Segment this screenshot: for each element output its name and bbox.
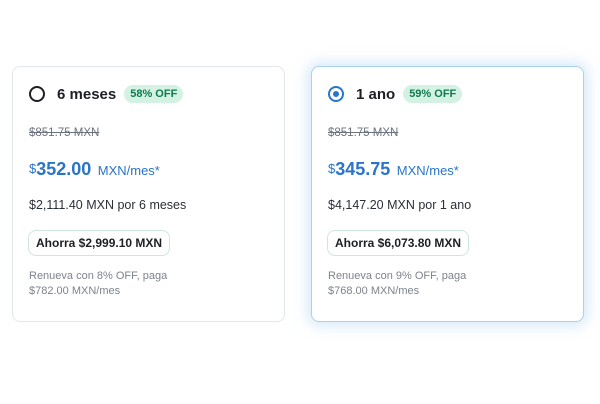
renewal-line-1: Renueva con 9% OFF, paga (328, 270, 467, 282)
renewal-line-1: Renueva con 8% OFF, paga (29, 270, 168, 282)
total-price: $2,111.40 MXN por 6 meses (29, 198, 187, 212)
renewal-info: Renueva con 8% OFF, paga $782.00 MXN/mes (29, 269, 259, 299)
savings-pill: Ahorra $2,999.10 MXN (28, 230, 171, 256)
plan-name: 1 ano (356, 85, 396, 103)
original-price: $851.75 MXN (29, 127, 100, 139)
monthly-price: $352.00 MXN/mes* (29, 159, 160, 180)
currency-symbol: $ (328, 161, 336, 176)
total-price: $4,147.20 MXN por 1 ano (328, 198, 472, 212)
plan-radio-6-months[interactable] (29, 86, 45, 102)
plan-name: 6 meses (57, 85, 117, 103)
savings-pill: Ahorra $6,073.80 MXN (327, 230, 470, 256)
monthly-price: $345.75 MXN/mes* (328, 159, 459, 180)
price-amount: 345.75 (335, 159, 391, 179)
price-unit: MXN/mes* (396, 163, 459, 178)
price-unit: MXN/mes* (97, 163, 160, 178)
renewal-line-2: $768.00 MXN/mes (328, 285, 420, 297)
original-price: $851.75 MXN (328, 127, 399, 139)
price-amount: 352.00 (36, 159, 92, 179)
renewal-info: Renueva con 9% OFF, paga $768.00 MXN/mes (328, 269, 558, 299)
renewal-line-2: $782.00 MXN/mes (29, 285, 121, 297)
plan-header: 1 ano 59% OFF (328, 85, 463, 103)
plan-radio-1-year[interactable] (328, 86, 344, 102)
discount-badge: 59% OFF (403, 85, 463, 103)
plan-header: 6 meses 58% OFF (29, 85, 184, 103)
plan-card-1-year[interactable]: 1 ano 59% OFF $851.75 MXN $345.75 MXN/me… (311, 66, 584, 322)
discount-badge: 58% OFF (124, 85, 184, 103)
plan-card-6-months[interactable]: 6 meses 58% OFF $851.75 MXN $352.00 MXN/… (12, 66, 285, 322)
currency-symbol: $ (29, 161, 37, 176)
